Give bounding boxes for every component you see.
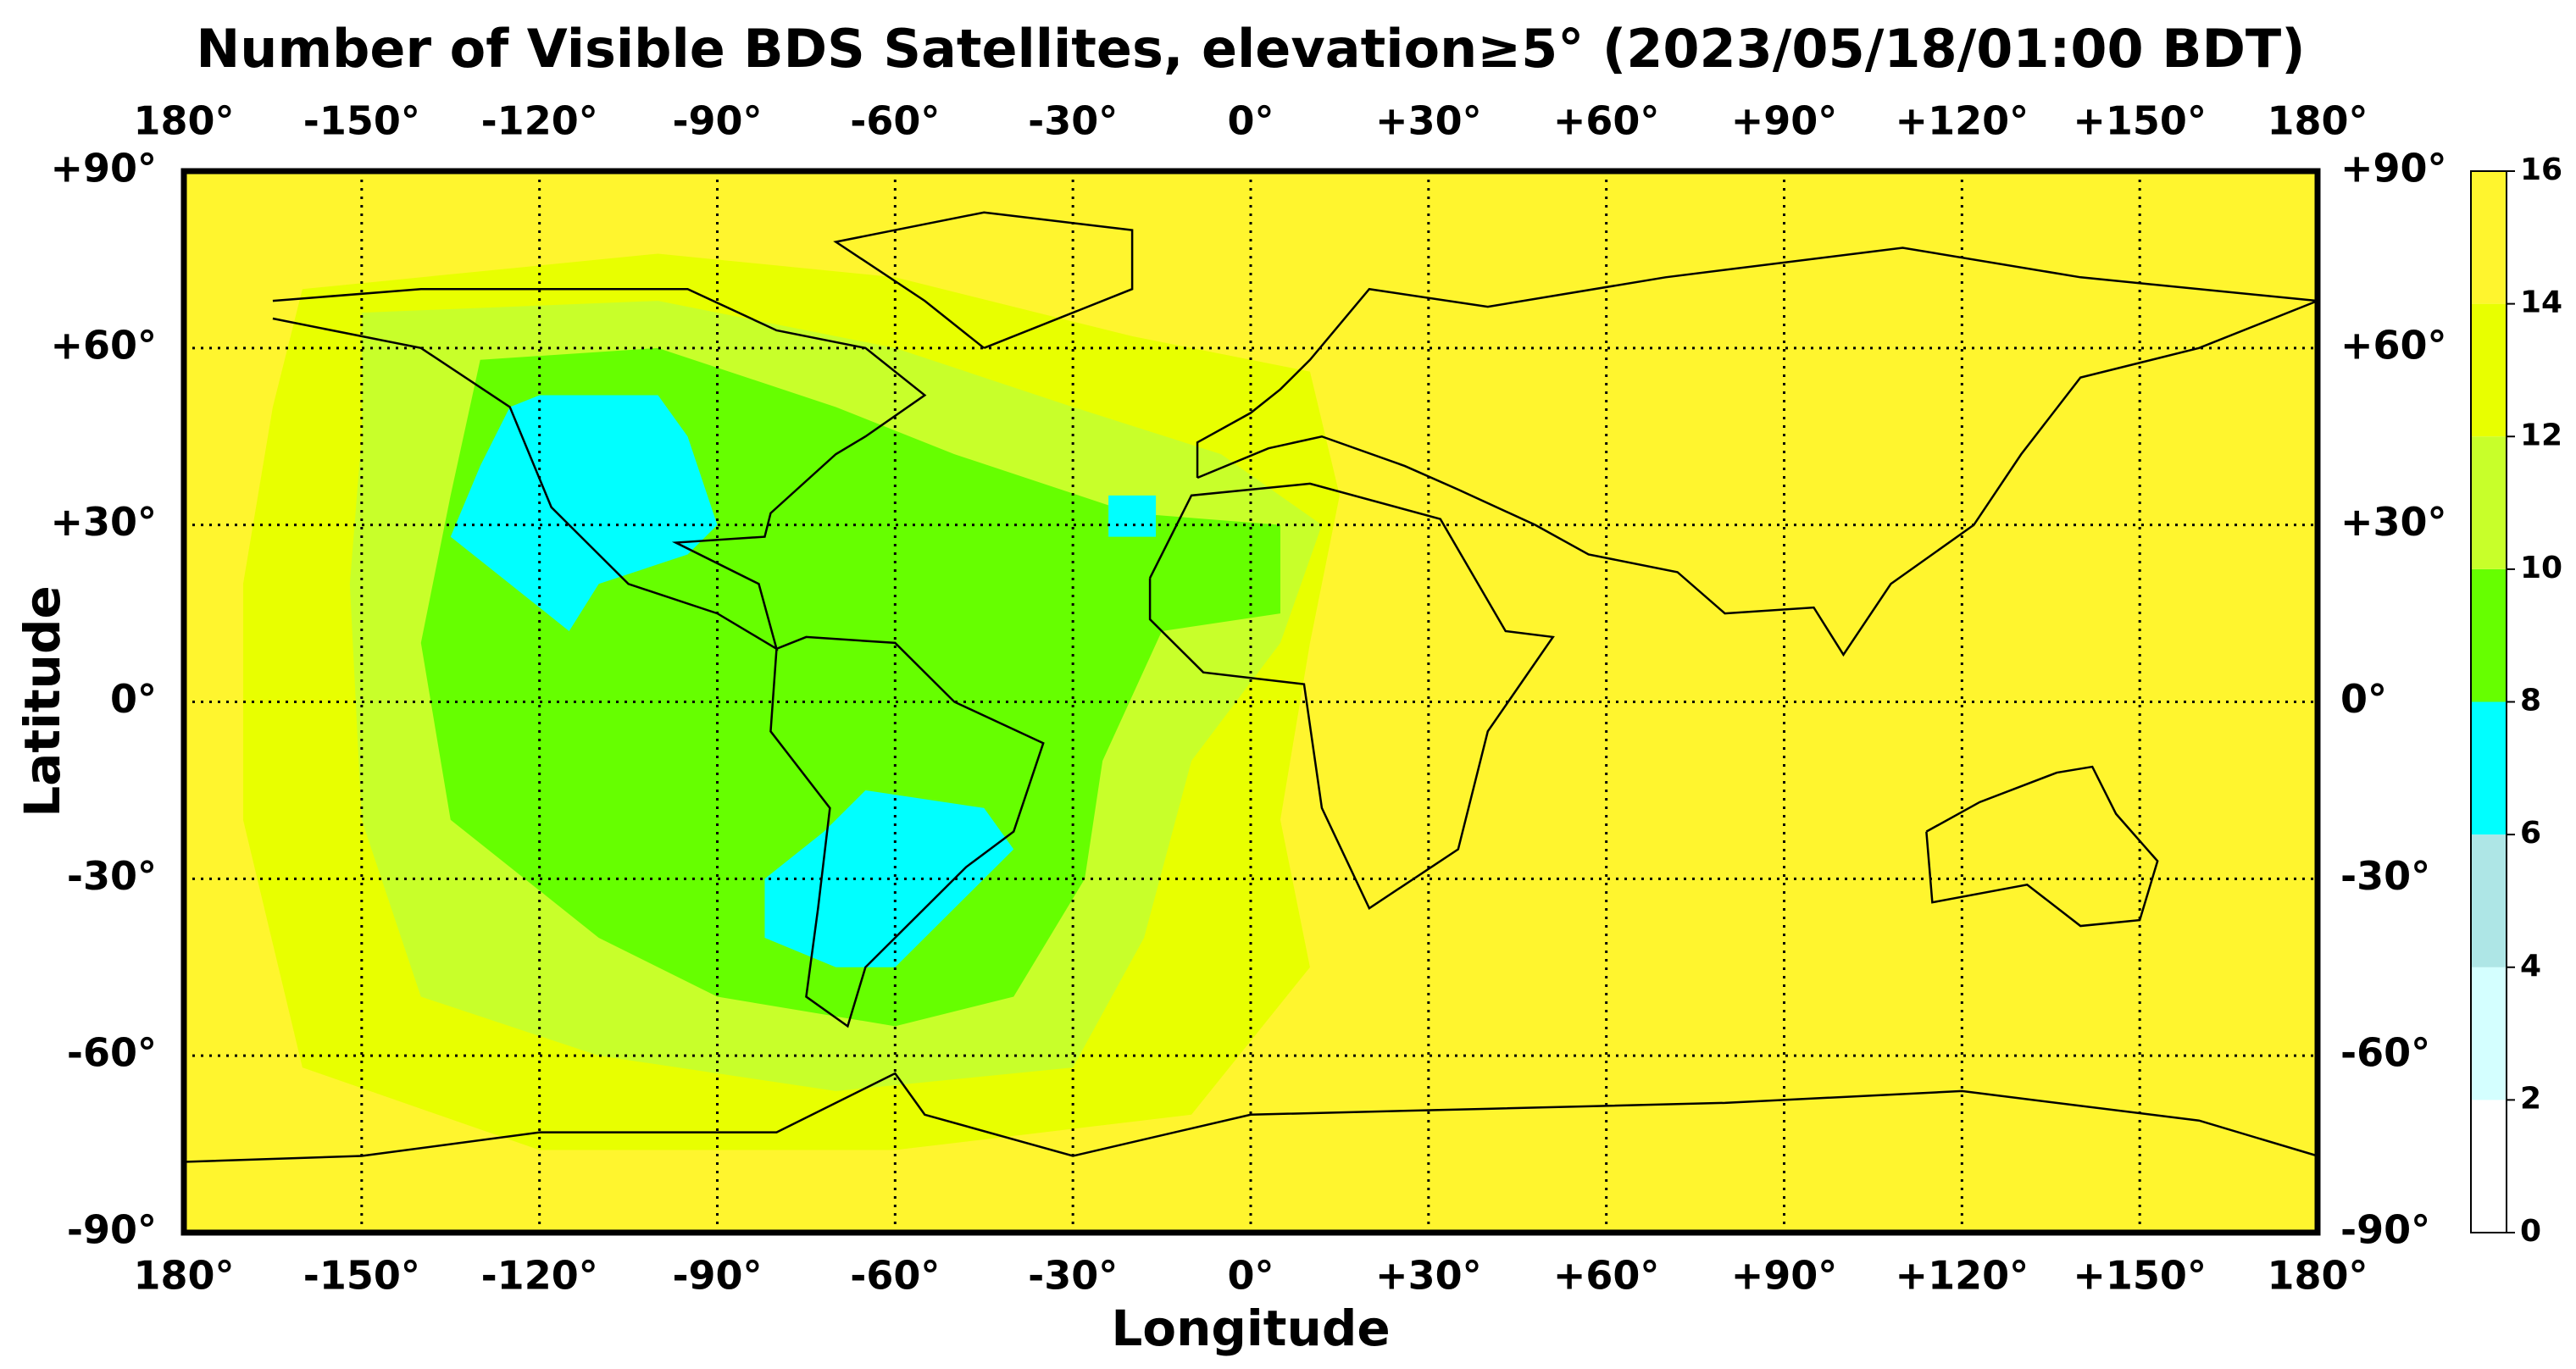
y-tick-label: +30° bbox=[2340, 499, 2447, 545]
contour-region bbox=[1108, 495, 1157, 537]
x-tick-label: -120° bbox=[481, 1253, 598, 1299]
x-tick-label: 180° bbox=[2267, 1253, 2368, 1299]
y-tick-label: -90° bbox=[2340, 1207, 2430, 1253]
y-tick-label: -60° bbox=[67, 1030, 157, 1076]
y-tick-label: -30° bbox=[2340, 853, 2430, 899]
colorbar-swatch bbox=[2471, 701, 2507, 835]
x-tick-label: +150° bbox=[2073, 98, 2207, 144]
x-tick-label: +30° bbox=[1375, 1253, 1482, 1299]
colorbar-tick-label: 6 bbox=[2520, 816, 2541, 851]
y-axis-label: Latitude bbox=[14, 585, 71, 818]
colorbar-swatch bbox=[2471, 568, 2507, 702]
y-tick-label: +60° bbox=[2340, 322, 2447, 368]
colorbar-tick-label: 2 bbox=[2520, 1081, 2541, 1116]
y-tick-label: 0° bbox=[2340, 676, 2387, 722]
x-tick-label: +60° bbox=[1553, 98, 1660, 144]
coastline bbox=[1148, 482, 1555, 910]
x-tick-label: +120° bbox=[1896, 1253, 2029, 1299]
y-tick-label: +90° bbox=[50, 146, 157, 191]
x-tick-label: -150° bbox=[303, 98, 420, 144]
x-tick-label: 0° bbox=[1227, 1253, 1274, 1299]
map-frame bbox=[180, 168, 2321, 1236]
y-tick-label: -30° bbox=[67, 853, 157, 899]
x-tick-label: +90° bbox=[1731, 1253, 1838, 1299]
x-tick-label: +90° bbox=[1731, 98, 1838, 144]
x-tick-label: 180° bbox=[133, 98, 234, 144]
coastline bbox=[1196, 247, 2318, 657]
y-tick-label: +60° bbox=[50, 322, 157, 368]
coastline bbox=[833, 211, 1134, 349]
x-tick-label: -30° bbox=[1028, 1253, 1118, 1299]
colorbar-tick-label: 10 bbox=[2520, 551, 2562, 585]
colorbar-tick-label: 14 bbox=[2520, 285, 2562, 320]
colorbar-tick-label: 12 bbox=[2520, 418, 2562, 452]
colorbar-tick-label: 8 bbox=[2520, 684, 2541, 718]
colorbar-swatch bbox=[2471, 1100, 2507, 1233]
x-tick-label: -90° bbox=[672, 1253, 762, 1299]
x-tick-label: -60° bbox=[850, 98, 940, 144]
y-tick-label: +30° bbox=[50, 499, 157, 545]
colorbar-swatch bbox=[2471, 967, 2507, 1100]
x-tick-label: -60° bbox=[850, 1253, 940, 1299]
coastline bbox=[1925, 765, 2159, 928]
x-tick-label: +30° bbox=[1375, 98, 1482, 144]
chart-title: Number of Visible BDS Satellites, elevat… bbox=[196, 18, 2305, 80]
x-tick-label: +120° bbox=[1896, 98, 2029, 144]
coastline bbox=[769, 635, 1045, 1028]
colorbar-swatch bbox=[2471, 436, 2507, 569]
contour-region bbox=[450, 395, 718, 631]
colorbar-tick-label: 16 bbox=[2520, 152, 2562, 187]
x-tick-label: 180° bbox=[133, 1253, 234, 1299]
x-axis-label: Longitude bbox=[1111, 1300, 1390, 1357]
x-tick-label: +60° bbox=[1553, 1253, 1660, 1299]
x-tick-label: +150° bbox=[2073, 1253, 2207, 1299]
x-tick-label: -150° bbox=[303, 1253, 420, 1299]
colorbar-tick-label: 4 bbox=[2520, 949, 2541, 984]
x-tick-label: -30° bbox=[1028, 98, 1118, 144]
colorbar-swatch bbox=[2471, 303, 2507, 437]
y-tick-label: 0° bbox=[110, 676, 157, 722]
coastline bbox=[272, 287, 927, 651]
colorbar-tick-label: 0 bbox=[2520, 1214, 2541, 1249]
y-tick-label: -90° bbox=[67, 1207, 157, 1253]
y-tick-label: +90° bbox=[2340, 146, 2447, 191]
y-tick-label: -60° bbox=[2340, 1030, 2430, 1076]
colorbar-swatch bbox=[2471, 171, 2507, 304]
colorbar-swatch bbox=[2471, 834, 2507, 967]
x-tick-label: 0° bbox=[1227, 98, 1274, 144]
x-tick-label: -120° bbox=[481, 98, 598, 144]
x-tick-label: 180° bbox=[2267, 98, 2368, 144]
x-tick-label: -90° bbox=[672, 98, 762, 144]
